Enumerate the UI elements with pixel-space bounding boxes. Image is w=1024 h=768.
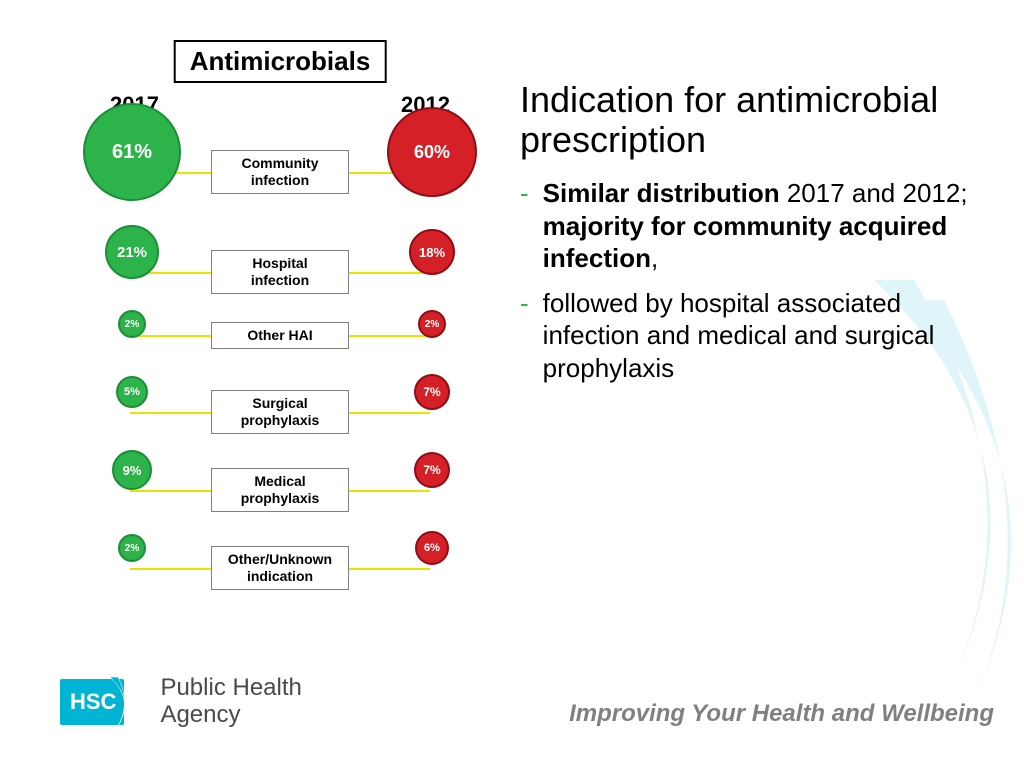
category-label: Surgicalprophylaxis	[211, 390, 349, 434]
logo: HSC Public Health Agency	[60, 675, 302, 728]
category-label: Other/Unknownindication	[211, 546, 349, 590]
chart-row: Other/Unknownindication2%6%	[100, 546, 460, 590]
bullet-text: Similar distribution 2017 and 2012; majo…	[543, 177, 990, 275]
chart-title: Antimicrobials	[174, 40, 387, 83]
bubble-2012: 2%	[418, 310, 446, 338]
bullet-item: -followed by hospital associated infecti…	[520, 287, 990, 385]
logo-line2: Agency	[160, 702, 301, 728]
bubble-2012: 18%	[409, 229, 455, 275]
bubble-2017: 5%	[116, 376, 148, 408]
chart-row: Communityinfection61%60%	[100, 150, 460, 194]
connector-right	[344, 568, 430, 570]
connector-right	[344, 272, 430, 274]
connector-left	[130, 490, 216, 492]
bubble-2017: 21%	[105, 225, 159, 279]
logo-block: HSC	[60, 679, 124, 725]
category-label: Medicalprophylaxis	[211, 468, 349, 512]
text-panel: Indication for antimicrobial prescriptio…	[520, 80, 990, 396]
bubble-2012: 7%	[414, 374, 450, 410]
bullet-dash: -	[520, 177, 529, 275]
chart-row: Medicalprophylaxis9%7%	[100, 468, 460, 512]
bubble-2017: 61%	[83, 103, 181, 201]
connector-right	[344, 412, 430, 414]
bubble-2017: 9%	[112, 450, 152, 490]
chart-row: Other HAI2%2%	[100, 322, 460, 349]
bubble-2012: 7%	[414, 452, 450, 488]
tagline: Improving Your Health and Wellbeing	[569, 700, 994, 728]
bubble-2017: 2%	[118, 310, 146, 338]
chart-row: Surgicalprophylaxis5%7%	[100, 390, 460, 434]
connector-right	[344, 335, 430, 337]
chart-row: Hospitalinfection21%18%	[100, 250, 460, 294]
bullet-item: -Similar distribution 2017 and 2012; maj…	[520, 177, 990, 275]
bubble-2017: 2%	[118, 534, 146, 562]
chart-area: Antimicrobials 2017 2012 Communityinfect…	[100, 40, 460, 620]
bubble-2012: 6%	[415, 531, 449, 565]
connector-left	[130, 335, 216, 337]
category-label: Other HAI	[211, 322, 349, 349]
logo-line1: Public Health	[160, 675, 301, 701]
logo-swoosh-icon	[108, 677, 138, 729]
connector-left	[130, 568, 216, 570]
text-heading: Indication for antimicrobial prescriptio…	[520, 80, 990, 159]
bullet-text: followed by hospital associated infectio…	[543, 287, 990, 385]
logo-text: Public Health Agency	[160, 675, 301, 728]
category-label: Hospitalinfection	[211, 250, 349, 294]
connector-left	[130, 412, 216, 414]
bullet-dash: -	[520, 287, 529, 385]
connector-right	[344, 490, 430, 492]
bubble-2012: 60%	[387, 107, 477, 197]
category-label: Communityinfection	[211, 150, 349, 194]
